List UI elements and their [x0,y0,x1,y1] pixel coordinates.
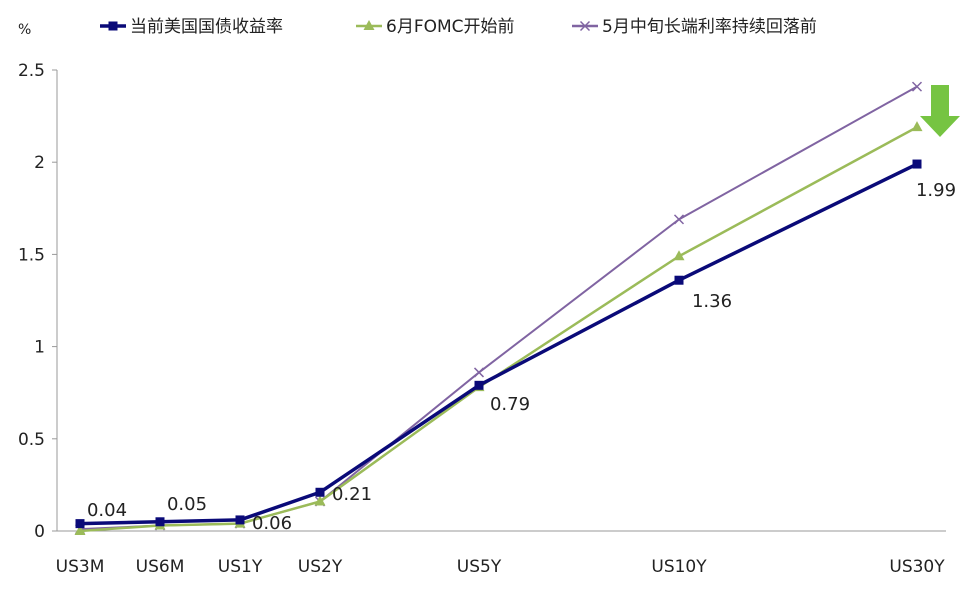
x-tick-label: US30Y [889,557,945,577]
legend-item-2: 6月FOMC开始前 [356,17,515,37]
legend-item-1: 当前美国国债收益率 [100,17,283,37]
legend-label: 6月FOMC开始前 [386,17,515,37]
y-tick-label: 2 [34,153,45,173]
data-label: 0.79 [490,394,530,415]
x-axis: US3M US6M US1Y US2Y US5Y US10Y US30Y [56,530,946,577]
series-line [79,162,918,526]
legend-label: 当前美国国债收益率 [130,17,283,37]
data-point [579,20,591,32]
annotation-layer [920,85,960,137]
series-3 [74,81,923,535]
data-point [474,380,484,390]
data-point [912,159,922,169]
data-label: 0.04 [87,500,127,521]
data-label: 1.99 [916,180,956,201]
data-point [473,367,485,378]
data-point [315,487,325,497]
x-tick-label: US5Y [457,557,502,577]
data-point [75,519,85,529]
series-line [79,126,918,533]
x-tick-label: US1Y [218,557,263,577]
y-tick-label: 2.5 [18,61,45,81]
data-point [235,515,245,525]
data-label: 1.36 [692,291,732,312]
x-tick-label: US3M [56,557,105,577]
y-tick-label: 1.5 [18,245,45,265]
x-tick-label: US10Y [651,557,707,577]
series-line [79,85,918,531]
data-point [314,495,326,506]
data-point [673,214,685,225]
y-tick-label: 1 [34,338,45,358]
legend-item-3: 5月中旬长端利率持续回落前 [572,17,817,37]
data-label: 0.21 [332,484,372,505]
data-label: 0.05 [167,494,207,515]
data-point [911,81,923,92]
y-axis: 0 0.5 1 1.5 2 2.5 [18,61,58,542]
data-point [74,525,86,535]
data-point [155,517,165,527]
down-arrow-icon [920,85,960,137]
series-layer [74,81,923,535]
data-point [674,275,684,285]
series-1 [75,159,922,529]
y-tick-label: 0 [34,522,45,542]
data-labels: 0.04 0.05 0.06 0.21 0.79 1.36 1.99 [87,180,956,534]
x-tick-label: US2Y [298,557,343,577]
legend-label: 5月中旬长端利率持续回落前 [602,17,817,37]
data-point [108,21,118,31]
y-unit-label: % [18,22,31,38]
x-tick-label: US6M [136,557,185,577]
data-point [911,121,923,132]
legend: 当前美国国债收益率 6月FOMC开始前 5月中旬长端利率持续回落前 [100,17,817,37]
data-point [363,20,375,30]
series-2 [74,121,923,535]
data-point [673,250,685,261]
data-label: 0.06 [252,513,292,534]
y-tick-label: 0.5 [18,430,45,450]
